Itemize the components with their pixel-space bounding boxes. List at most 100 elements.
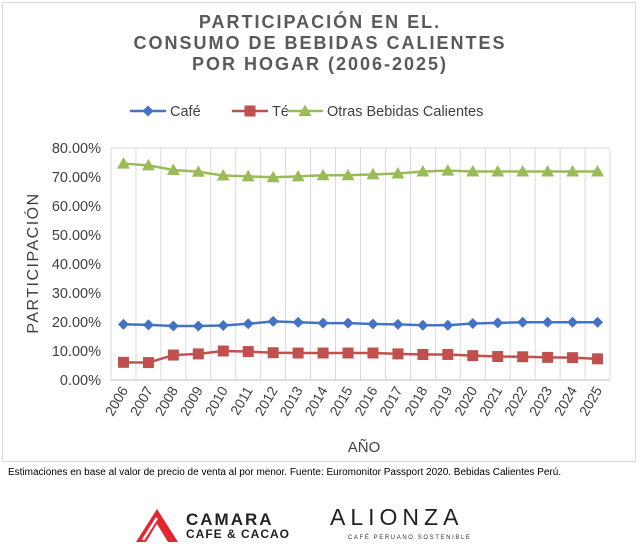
data-point: [567, 316, 579, 328]
data-point: [317, 347, 329, 359]
legend-item: Té: [232, 104, 289, 120]
data-point: [392, 348, 404, 360]
data-point: [367, 347, 379, 359]
legend-item: Otras Bebidas Calientes: [287, 104, 483, 120]
x-tick-label: 2018: [401, 383, 431, 418]
legend-label: Té: [272, 104, 289, 120]
data-point: [142, 357, 154, 369]
x-tick-label: 2017: [376, 383, 406, 418]
x-axis-label: AÑO: [348, 439, 381, 456]
legend-marker: [298, 104, 312, 116]
data-point: [242, 346, 254, 358]
data-point: [591, 164, 605, 177]
data-point: [266, 170, 280, 183]
data-point: [267, 315, 279, 327]
data-point: [492, 351, 504, 363]
data-point: [517, 351, 529, 363]
x-tick-label: 2025: [576, 383, 606, 418]
source-footnote: Estimaciones en base al valor de precio …: [8, 467, 562, 478]
data-point: [117, 318, 129, 330]
y-tick-label: 40.00%: [52, 257, 101, 273]
chart-title-line-3: POR HOGAR (2006-2025): [191, 54, 449, 74]
x-axis-ticks: 2006200720082009201020112012201320142015…: [102, 383, 606, 418]
y-tick-label: 70.00%: [52, 170, 101, 186]
data-point: [291, 169, 305, 182]
y-tick-label: 30.00%: [52, 286, 101, 302]
data-point: [342, 347, 354, 359]
x-tick-label: 2023: [526, 383, 556, 418]
y-tick-label: 20.00%: [52, 315, 101, 331]
data-point: [417, 319, 429, 331]
y-tick-label: 0.00%: [60, 373, 101, 389]
data-point: [516, 164, 530, 177]
data-point: [416, 164, 430, 177]
x-tick-label: 2012: [251, 383, 281, 418]
data-point: [566, 164, 580, 177]
data-point: [166, 163, 180, 176]
data-point: [192, 348, 204, 360]
camara-emblem-icon: [136, 509, 178, 542]
data-point: [292, 316, 304, 328]
data-point: [392, 318, 404, 330]
x-tick-label: 2015: [326, 383, 356, 418]
data-point: [391, 167, 405, 179]
alianza-logo-subtitle: CAFÉ PERUANO SOSTENIBLE: [348, 535, 472, 541]
y-tick-label: 50.00%: [52, 228, 101, 244]
legend-marker: [142, 105, 154, 117]
y-axis-ticks: 0.00% 10.00% 20.00% 30.00% 40.00% 50.00% 60.00…: [52, 141, 101, 389]
data-point: [442, 348, 454, 360]
x-tick-label: 2008: [152, 383, 182, 418]
data-point: [441, 164, 455, 176]
chart-frame: [2, 2, 636, 462]
data-point: [442, 319, 454, 331]
data-point: [141, 158, 155, 171]
legend-item: Café: [130, 104, 201, 120]
data-point: [341, 168, 355, 181]
camara-logo-name: CAMARA: [186, 510, 274, 529]
data-point: [342, 317, 354, 329]
y-axis-label: PARTICIPACIÓN: [23, 192, 42, 333]
y-tick-label: 80.00%: [52, 141, 101, 157]
y-tick-label: 10.00%: [52, 344, 101, 360]
x-tick-label: 2007: [127, 383, 157, 418]
data-point: [466, 164, 480, 177]
x-tick-label: 2006: [102, 383, 132, 418]
legend-label: Otras Bebidas Calientes: [327, 104, 483, 120]
data-point: [191, 165, 205, 177]
data-point: [317, 317, 329, 329]
data-point: [467, 350, 479, 362]
data-point: [316, 168, 330, 181]
camara-logo-subtitle: CAFE & CACAO: [186, 527, 290, 541]
series-2: [116, 157, 605, 183]
legend-marker: [244, 105, 256, 117]
alianza-logo-name: ALIONZA: [330, 504, 464, 530]
chart-legend: Café Té Otras Bebidas Calientes: [130, 104, 483, 120]
x-tick-label: 2016: [351, 383, 381, 418]
data-point: [116, 157, 130, 169]
data-point: [217, 319, 229, 331]
data-point: [567, 352, 579, 364]
data-point: [542, 351, 554, 363]
alianza-logo: ALIONZA CAFÉ PERUANO SOSTENIBLE: [330, 504, 490, 548]
x-tick-label: 2024: [551, 383, 581, 418]
data-point: [241, 169, 255, 182]
x-tick-label: 2011: [227, 383, 256, 417]
data-point: [491, 164, 505, 177]
data-point: [366, 167, 380, 180]
data-point: [167, 349, 179, 361]
data-point: [216, 169, 230, 181]
series-1: [117, 345, 604, 369]
data-point: [492, 317, 504, 329]
x-tick-label: 2022: [501, 383, 531, 418]
chart-series: [116, 157, 605, 369]
legend-label: Café: [170, 104, 201, 120]
y-tick-label: 60.00%: [52, 199, 101, 215]
x-tick-label: 2014: [301, 383, 331, 418]
data-point: [417, 348, 429, 360]
chart-title-line-1: PARTICIPACIÓN EN EL.: [198, 12, 442, 32]
data-point: [292, 347, 304, 359]
data-point: [142, 319, 154, 331]
data-point: [542, 316, 554, 328]
data-point: [242, 318, 254, 330]
data-point: [517, 316, 529, 328]
